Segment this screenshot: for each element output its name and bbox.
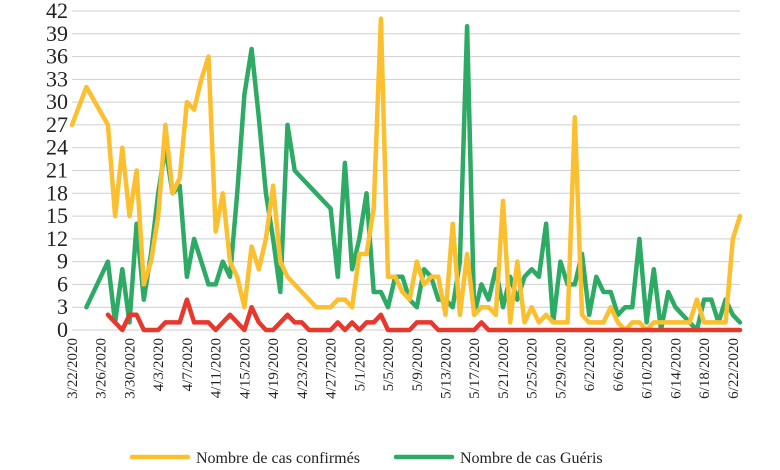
y-tick-label: 12 (46, 226, 68, 251)
y-tick-label: 36 (46, 44, 68, 69)
y-tick-label: 6 (57, 271, 68, 296)
x-tick-label: 4/19/2020 (266, 338, 282, 399)
x-axis: 3/22/2020 3/26/2020 3/30/2020 4/3/2020 4/7/2… (65, 338, 742, 399)
series-line-1 (84, 23, 743, 333)
x-tick-label: 4/3/2020 (151, 338, 167, 391)
x-tick-label: 4/23/2020 (295, 338, 311, 399)
x-tick-label: 5/13/2020 (439, 338, 455, 399)
x-tick-label: 6/6/2020 (611, 338, 627, 391)
y-tick-label: 24 (46, 135, 68, 160)
y-tick-label: 3 (57, 294, 68, 319)
x-tick-label: 5/29/2020 (553, 338, 569, 399)
y-tick-label: 18 (46, 180, 68, 205)
series-line-0 (69, 16, 743, 333)
x-tick-label: 4/27/2020 (324, 338, 340, 399)
x-tick-label: 3/30/2020 (122, 338, 138, 399)
x-tick-label: 5/5/2020 (381, 338, 397, 391)
x-tick-label: 6/18/2020 (697, 338, 713, 399)
x-tick-label: 5/25/2020 (525, 338, 541, 399)
x-tick-label: 4/11/2020 (209, 338, 225, 398)
y-tick-label: 42 (46, 0, 68, 23)
x-tick-label: 4/15/2020 (237, 338, 253, 399)
y-tick-label: 33 (46, 66, 68, 91)
y-tick-label: 39 (46, 21, 68, 46)
x-tick-label: 5/1/2020 (352, 338, 368, 391)
y-tick-label: 15 (46, 203, 68, 228)
x-tick-label: 3/26/2020 (94, 338, 110, 399)
y-tick-label: 30 (46, 89, 68, 114)
legend-label: Nombre de cas confirmés (196, 450, 360, 467)
y-tick-label: 27 (46, 112, 68, 137)
legend-label: Nombre de cas Guéris (460, 450, 603, 467)
legend: Nombre de cas confirmés Nombre de cas Gué… (129, 450, 603, 467)
y-tick-label: 21 (46, 158, 68, 183)
series-layer (69, 16, 743, 333)
x-tick-label: 4/7/2020 (180, 338, 196, 391)
x-tick-label: 3/22/2020 (65, 338, 81, 399)
x-tick-label: 6/22/2020 (726, 338, 742, 399)
series-line-2 (105, 297, 743, 333)
x-tick-label: 5/21/2020 (496, 338, 512, 399)
x-tick-label: 5/17/2020 (467, 338, 483, 399)
y-tick-label: 9 (57, 249, 68, 274)
x-tick-label: 6/14/2020 (668, 338, 684, 399)
x-tick-label: 6/2/2020 (582, 338, 598, 391)
x-tick-label: 5/9/2020 (410, 338, 426, 391)
y-tick-label: 0 (57, 317, 68, 342)
x-tick-label: 6/10/2020 (640, 338, 656, 399)
